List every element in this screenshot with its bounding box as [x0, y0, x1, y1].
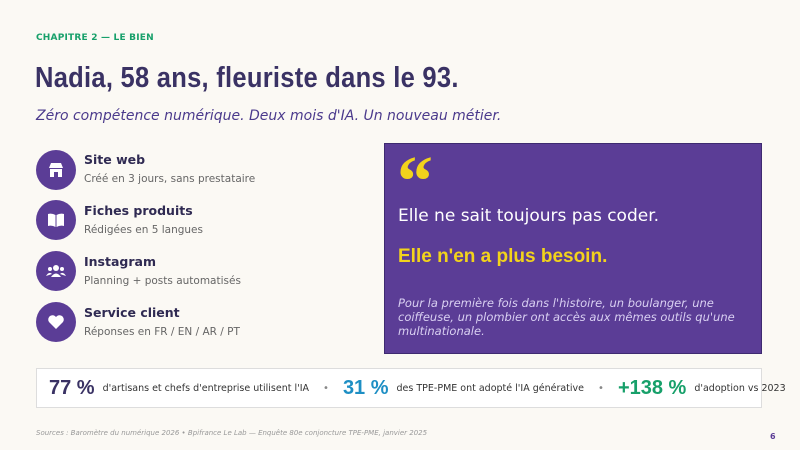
item-description: Créé en 3 jours, sans prestataire — [84, 173, 256, 185]
sources: Sources : Baromètre du numérique 2026 • … — [36, 429, 428, 437]
stats-bar: 77 % d'artisans et chefs d'entreprise ut… — [36, 368, 786, 408]
separator: • — [323, 382, 329, 394]
icon-users — [36, 251, 76, 291]
stat-label: d'artisans et chefs d'entreprise utilise… — [102, 382, 310, 394]
item-title: Service client — [84, 305, 180, 320]
item-title: Instagram — [84, 254, 156, 269]
stat-label: d'adoption vs 2023 — [694, 382, 786, 394]
item-description: Réponses en FR / EN / AR / PT — [84, 326, 240, 338]
page-number: 6 — [770, 432, 776, 441]
quote-text: Pour la première fois dans l'histoire, u… — [398, 296, 735, 338]
item-title: Fiches produits — [84, 203, 193, 218]
item-description: Rédigées en 5 langues — [84, 224, 203, 236]
quote-highlight: Elle n'en a plus besoin. — [398, 246, 608, 267]
quote-box — [384, 143, 762, 354]
stat-label: des TPE-PME ont adopté l'IA générative — [396, 382, 585, 394]
stat-value: 77 % — [49, 376, 95, 399]
quote-mark: “ — [397, 141, 433, 221]
item-description: Planning + posts automatisés — [84, 275, 241, 287]
quote-line: Elle ne sait toujours pas coder. — [398, 206, 660, 226]
chapter: CHAPITRE 2 — LE BIEN — [36, 33, 154, 43]
item-title: Site web — [84, 152, 146, 167]
icon-heart — [36, 302, 76, 342]
stat-value: +138 % — [617, 376, 687, 399]
separator: • — [598, 382, 604, 394]
stat-value: 31 % — [342, 376, 389, 399]
subtitle: Zéro compétence numérique. Deux mois d'I… — [36, 108, 502, 124]
icon-book — [36, 200, 76, 240]
title: Nadia, 58 ans, fleuriste dans le 93. — [35, 62, 459, 94]
icon-store — [36, 150, 76, 190]
